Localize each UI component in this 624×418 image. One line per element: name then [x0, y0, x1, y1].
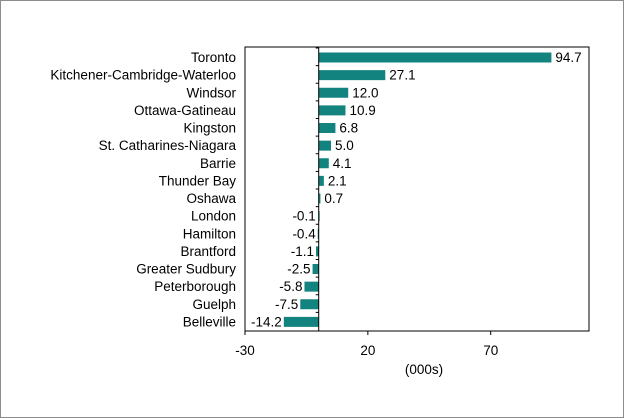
value-label-windsor: 12.0 — [352, 85, 378, 100]
bar-guelph — [300, 299, 319, 310]
bar-kitchener-cambridge-waterloo — [318, 70, 386, 81]
bar-thunder-bay — [318, 175, 324, 186]
bar-greater-sudbury — [312, 264, 319, 274]
category-label-oshawa: Oshawa — [186, 191, 236, 206]
value-label-thunder-bay: 2.1 — [328, 173, 347, 188]
value-label-st-catharines-niagara: 5.0 — [335, 138, 354, 153]
value-label-brantford: -1.1 — [291, 244, 314, 259]
x-tick-label-2: 70 — [483, 343, 498, 358]
x-axis-label: (000s) — [405, 362, 443, 377]
x-axis-ticks — [244, 47, 492, 335]
value-label-hamilton: -0.4 — [292, 226, 316, 241]
bar-brantford — [316, 246, 319, 257]
category-label-london: London — [191, 209, 236, 224]
category-label-thunder-bay: Thunder Bay — [159, 173, 237, 188]
bar-kingston — [318, 123, 336, 133]
category-label-hamilton: Hamilton — [183, 226, 236, 241]
bar-barrie — [318, 158, 329, 169]
category-label-guelph: Guelph — [192, 297, 236, 312]
bar-oshawa — [318, 193, 321, 204]
category-label-barrie: Barrie — [200, 156, 236, 171]
value-label-guelph: -7.5 — [275, 297, 298, 312]
x-tick-label-0: -30 — [235, 343, 255, 358]
value-label-london: -0.1 — [292, 209, 315, 224]
category-label-belleville: Belleville — [183, 314, 236, 329]
bar-toronto — [318, 52, 552, 63]
category-label-greater-sudbury: Greater Sudbury — [136, 262, 236, 277]
x-axis-tick-labels: -30 20 70 — [235, 343, 498, 358]
bar-belleville — [283, 316, 319, 327]
category-label-brantford: Brantford — [180, 244, 236, 259]
category-labels: Toronto Kitchener-Cambridge-Waterloo Winds… — [50, 50, 236, 329]
category-label-toronto: Toronto — [191, 50, 236, 65]
bar-windsor — [318, 87, 349, 98]
value-label-toronto: 94.7 — [555, 50, 581, 65]
value-labels: 94.7 27.1 12.0 10.9 6.8 5.0 4.1 2.1 0.7 -0.1 -0.4 -… — [251, 50, 582, 329]
value-label-greater-sudbury: -2.5 — [287, 262, 310, 277]
value-label-ottawa-gatineau: 10.9 — [350, 103, 376, 118]
value-label-kitchener-cambridge-waterloo: 27.1 — [389, 68, 415, 83]
category-label-kitchener-cambridge-waterloo: Kitchener-Cambridge-Waterloo — [50, 68, 236, 83]
plot-area-border — [244, 46, 590, 332]
category-label-peterborough: Peterborough — [154, 279, 236, 294]
value-label-peterborough: -5.8 — [279, 279, 302, 294]
bars-group — [283, 52, 552, 327]
category-label-ottawa-gatineau: Ottawa-Gatineau — [134, 103, 236, 118]
value-label-oshawa: 0.7 — [324, 191, 343, 206]
value-label-kingston: 6.8 — [339, 121, 358, 136]
category-label-windsor: Windsor — [186, 85, 236, 100]
bar-peterborough — [304, 281, 319, 292]
value-label-barrie: 4.1 — [333, 156, 352, 171]
bar-ottawa-gatineau — [318, 105, 346, 116]
value-label-belleville: -14.2 — [251, 314, 282, 329]
category-label-st-catharines-niagara: St. Catharines-Niagara — [99, 138, 237, 153]
x-tick-label-1: 20 — [360, 343, 375, 358]
bar-st-catharines-niagara — [318, 140, 331, 151]
category-label-kingston: Kingston — [183, 121, 236, 136]
